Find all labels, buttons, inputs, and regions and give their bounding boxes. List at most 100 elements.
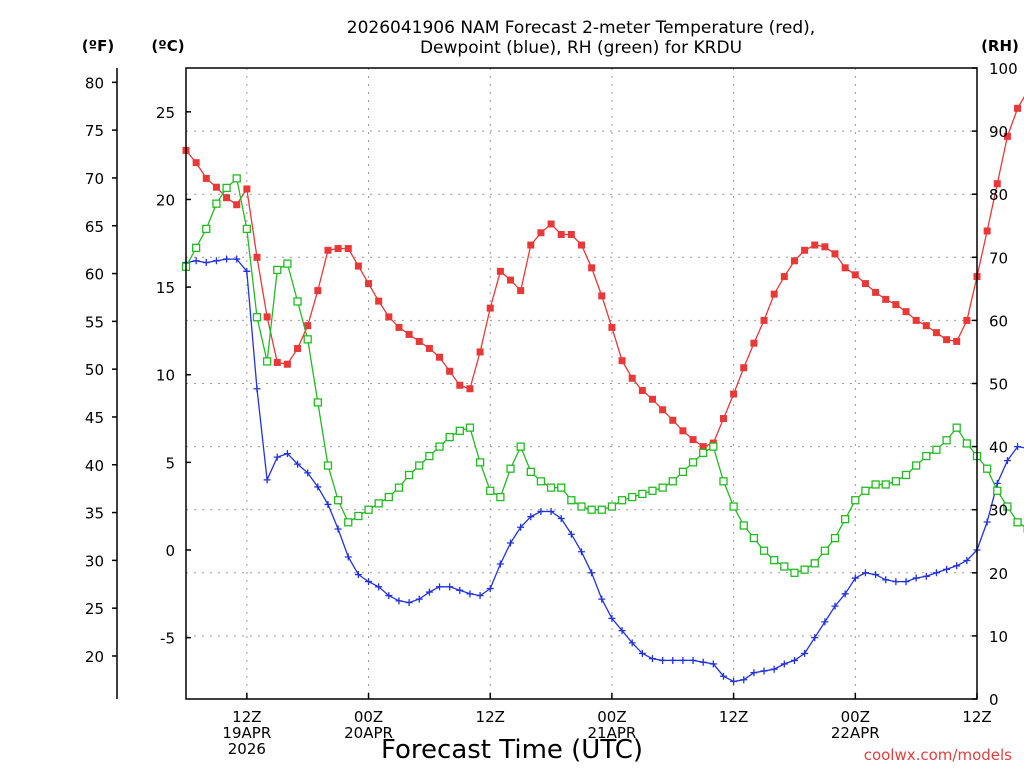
x-tick-label: 12Z [476, 708, 505, 726]
point-dewpoint [202, 259, 210, 267]
fahrenheit-tick-label: 20 [85, 648, 104, 666]
point-dewpoint [212, 257, 220, 265]
point-relative_humidity [283, 259, 292, 268]
point-relative_humidity [273, 265, 282, 275]
point-temperature [730, 390, 738, 398]
point-dewpoint [588, 569, 596, 577]
point-dewpoint [314, 483, 322, 491]
point-temperature [324, 246, 332, 254]
point-temperature [253, 253, 261, 261]
point-relative_humidity [617, 496, 627, 505]
point-relative_humidity [415, 461, 424, 470]
point-relative_humidity [404, 470, 414, 480]
celsius-tick-label: 10 [156, 367, 175, 385]
point-relative_humidity [678, 467, 688, 476]
point-temperature [679, 427, 687, 435]
point-dewpoint [628, 639, 636, 647]
point-relative_humidity [293, 297, 302, 306]
point-temperature [507, 276, 515, 284]
point-dewpoint [912, 574, 920, 582]
point-dewpoint [648, 655, 656, 663]
x-tick-label: 21APR [588, 724, 637, 742]
point-relative_humidity [344, 518, 353, 527]
point-temperature [354, 262, 362, 270]
celsius-tick-label: 25 [156, 104, 175, 122]
point-relative_humidity [557, 483, 566, 492]
point-relative_humidity [445, 432, 454, 442]
point-dewpoint [294, 460, 302, 468]
point-temperature [872, 288, 880, 296]
point-relative_humidity [486, 486, 495, 495]
point-dewpoint [892, 578, 900, 586]
point-dewpoint [598, 595, 606, 603]
rh-tick-label: 80 [989, 186, 1008, 204]
rh-unit-label: (RH) [981, 37, 1019, 55]
series-dewpoint [182, 255, 1024, 685]
point-dewpoint [395, 597, 403, 605]
point-relative_humidity [374, 499, 383, 508]
point-temperature [669, 416, 677, 424]
point-dewpoint [486, 585, 494, 593]
point-temperature [557, 231, 565, 239]
point-temperature [922, 322, 930, 330]
point-dewpoint [669, 656, 677, 664]
point-relative_humidity [688, 458, 698, 467]
point-dewpoint [760, 667, 768, 675]
point-relative_humidity [638, 489, 647, 499]
point-relative_humidity [912, 461, 921, 470]
point-dewpoint [801, 649, 809, 657]
point-temperature [486, 304, 494, 312]
point-relative_humidity [455, 426, 464, 435]
point-dewpoint [831, 602, 839, 610]
point-dewpoint [821, 618, 829, 626]
fahrenheit-tick-label: 70 [85, 170, 104, 188]
point-temperature [496, 267, 504, 275]
point-dewpoint [851, 574, 859, 582]
point-relative_humidity [729, 502, 738, 511]
fahrenheit-tick-label: 25 [85, 600, 104, 618]
point-relative_humidity [222, 183, 231, 193]
point-temperature [892, 301, 900, 309]
point-dewpoint [578, 548, 585, 556]
point-relative_humidity [749, 533, 759, 543]
point-relative_humidity [881, 480, 890, 489]
point-temperature [608, 323, 616, 331]
series-temperature [182, 95, 1024, 451]
point-relative_humidity [699, 448, 708, 458]
point-temperature [334, 245, 342, 253]
point-relative_humidity [1003, 502, 1012, 511]
point-dewpoint [861, 569, 869, 577]
x-tick-label: 20APR [344, 724, 393, 742]
point-temperature [405, 330, 413, 338]
celsius-tick-label: 15 [156, 279, 175, 297]
point-temperature [365, 280, 373, 288]
point-temperature [770, 290, 778, 298]
point-temperature [598, 292, 606, 300]
point-temperature [192, 159, 200, 167]
point-relative_humidity [567, 496, 576, 505]
point-dewpoint [567, 530, 575, 538]
point-dewpoint [963, 557, 971, 565]
series-relative_humidity [181, 174, 1024, 577]
chart-title-line-2: Dewpoint (blue), RH (green) for KRDU [420, 38, 742, 58]
point-relative_humidity [323, 461, 333, 470]
point-relative_humidity [1013, 518, 1022, 527]
point-temperature [567, 231, 575, 239]
point-relative_humidity [871, 480, 880, 489]
rh-tick-label: 40 [989, 439, 1008, 457]
point-relative_humidity [202, 224, 211, 234]
point-relative_humidity [516, 442, 525, 451]
point-temperature [243, 185, 251, 193]
point-relative_humidity [800, 565, 809, 574]
x-axis-title: Forecast Time (UTC) [381, 735, 643, 765]
celsius-unit-label: (ºC) [151, 37, 184, 55]
point-relative_humidity [435, 442, 444, 451]
series-layer [181, 95, 1024, 685]
point-relative_humidity [891, 477, 901, 486]
point-temperature [811, 241, 819, 249]
point-dewpoint [719, 672, 727, 680]
point-dewpoint [932, 569, 940, 577]
point-temperature [953, 337, 961, 345]
point-temperature [801, 246, 809, 254]
